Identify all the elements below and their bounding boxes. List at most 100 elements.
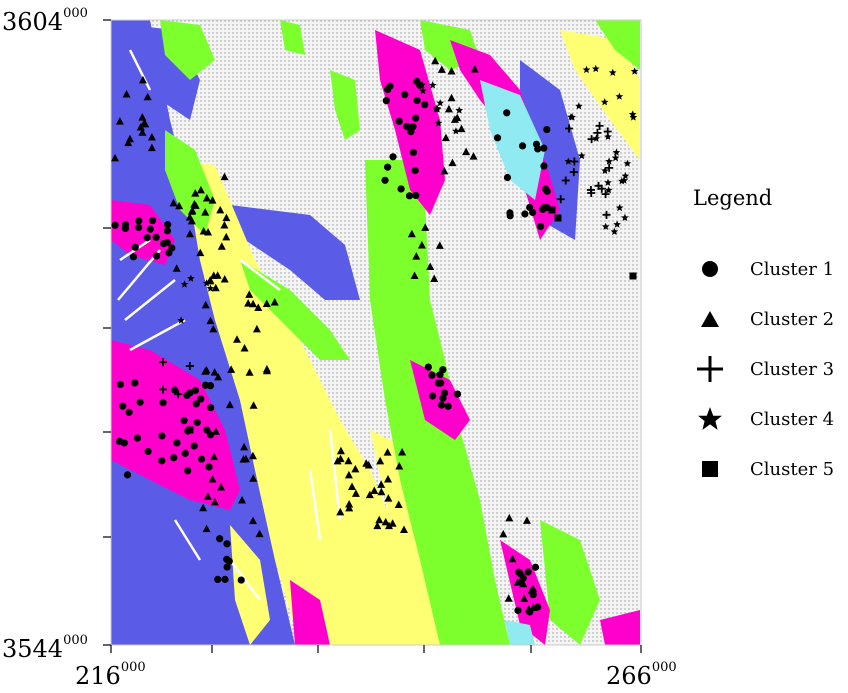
geo-unit-magenta [500, 540, 550, 645]
cluster-3-point [159, 385, 168, 394]
cluster-2-point [431, 56, 440, 65]
cluster-2-point [141, 119, 150, 128]
cluster-2-point [245, 368, 254, 376]
cluster-1-point [146, 225, 154, 233]
cluster-2-point [345, 499, 354, 508]
cluster-2-point [187, 216, 196, 225]
cluster-4-point [615, 203, 624, 212]
cluster-2-point [202, 524, 211, 533]
cluster-1-point [160, 240, 168, 248]
cluster-1-point [519, 574, 527, 582]
cluster-2-point [384, 474, 393, 483]
cluster-2-point [217, 242, 226, 250]
cluster-1-point [123, 471, 132, 479]
cluster-1-point [129, 253, 138, 261]
cluster-3-point [603, 127, 612, 136]
triangle-icon [690, 307, 730, 331]
cluster-2-point [522, 516, 531, 524]
cluster-2-point [444, 104, 453, 113]
cluster-3-point [556, 195, 565, 204]
cluster-4-point [455, 106, 463, 114]
cross-icon [690, 356, 730, 382]
cluster-1-point [529, 591, 537, 599]
cluster-2-point [239, 455, 248, 463]
y-axis-top-label: 3604000 [2, 6, 88, 36]
cluster-1-point [198, 455, 206, 463]
cluster-2-point [220, 172, 229, 181]
cluster-1-point [526, 608, 534, 616]
cluster-1-point [111, 221, 119, 229]
cluster-2-point [383, 448, 392, 456]
cluster-1-point [411, 166, 419, 175]
cluster-2-point [417, 240, 426, 249]
cluster-2-point [252, 324, 261, 333]
cluster-1-point [531, 563, 540, 571]
legend-label: Cluster 3 [750, 358, 835, 380]
geo-unit-magenta [375, 30, 445, 215]
cluster-2-point [437, 65, 446, 73]
cluster-2-point [254, 303, 263, 312]
cluster-3-point [158, 358, 167, 367]
cluster-1-point [207, 404, 215, 412]
cluster-1-point [148, 217, 157, 225]
cluster-2-point [505, 513, 514, 522]
cluster-2-point [187, 207, 196, 215]
cluster-1-point [206, 382, 215, 390]
cluster-2-point [249, 474, 258, 482]
cluster-2-point [213, 271, 222, 279]
cluster-2-point [124, 138, 133, 147]
cluster-2-point [202, 366, 211, 374]
cluster-1-point [214, 575, 222, 583]
cluster-2-point [395, 461, 404, 470]
cluster-2-point [214, 372, 223, 381]
cluster-4-point [434, 119, 443, 127]
cluster-2-point [185, 229, 194, 238]
cluster-1-point [381, 176, 389, 184]
cluster-2-point [115, 117, 124, 125]
cluster-1-point [515, 568, 523, 576]
cluster-2-point [375, 515, 384, 524]
cluster-1-point [384, 163, 392, 171]
cluster-1-point [152, 252, 161, 260]
cluster-1-point [413, 77, 421, 85]
cluster-1-point [529, 208, 537, 217]
cluster-5-point [554, 214, 562, 222]
cluster-2-point [421, 223, 430, 231]
cluster-2-point [217, 483, 226, 491]
cluster-1-point [192, 400, 200, 408]
cluster-1-point [453, 390, 462, 398]
cluster-1-point [197, 395, 205, 403]
cluster-1-point [164, 221, 172, 229]
cluster-1-point [395, 117, 403, 125]
cluster-2-point [362, 459, 371, 467]
cluster-2-point [384, 494, 393, 502]
cluster-1-point [135, 217, 143, 225]
cluster-4-point [582, 65, 591, 74]
cluster-1-point [223, 563, 231, 571]
cluster-2-point [394, 500, 403, 508]
cluster-1-point [514, 606, 522, 615]
cluster-1-point [119, 402, 127, 410]
cluster-2-point [410, 271, 419, 280]
cluster-4-point [604, 178, 612, 186]
circle-icon [690, 257, 730, 281]
cluster-4-point [608, 68, 617, 76]
cluster-2-point [255, 529, 264, 538]
cluster-1-point [403, 122, 411, 131]
legend-item-cluster-1: Cluster 1 [690, 244, 848, 294]
cluster-1-point [429, 392, 437, 400]
cluster-2-point [388, 519, 397, 527]
cluster-4-point [206, 284, 215, 292]
cluster-3-point [587, 135, 596, 144]
cluster-1-point [116, 380, 125, 389]
cluster-2-point [216, 205, 225, 214]
cluster-4-point [601, 222, 610, 230]
cluster-4-point [575, 102, 583, 110]
geo-unit-blue [230, 205, 360, 300]
cluster-2-point [147, 132, 156, 141]
cluster-3-point [593, 128, 602, 137]
legend: Legend Cluster 1 Cluster 2 Cluster 3 Clu… [690, 186, 848, 494]
square-icon [690, 457, 730, 481]
cluster-4-point [620, 176, 628, 184]
cluster-2-point [336, 446, 345, 455]
